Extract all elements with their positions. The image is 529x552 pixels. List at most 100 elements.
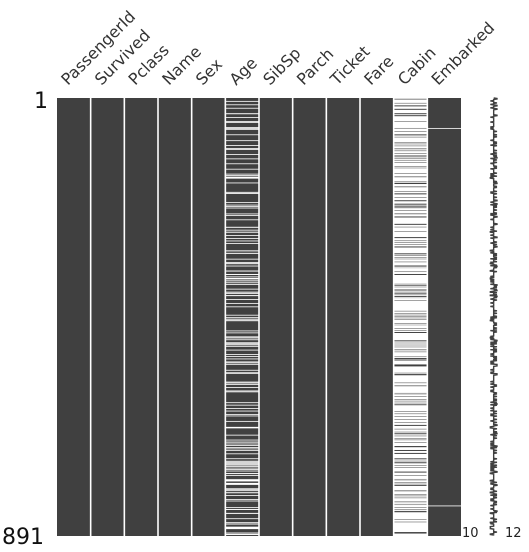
missing-band (225, 426, 259, 429)
matrix-column-fill (427, 98, 461, 536)
missing-band (225, 441, 259, 443)
missing-band (225, 381, 259, 383)
missing-band (393, 213, 428, 215)
missing-band (225, 464, 259, 466)
missing-band (225, 463, 259, 465)
missing-band (225, 140, 259, 142)
missing-band (225, 214, 259, 216)
missing-band (225, 488, 259, 490)
missing-band (225, 306, 259, 308)
missing-band (393, 482, 428, 484)
missing-band (225, 206, 259, 207)
missing-band (393, 291, 428, 293)
missing-band (393, 490, 428, 492)
missing-band (393, 265, 428, 267)
missing-band (225, 469, 259, 470)
missing-band (393, 479, 428, 481)
missing-band (225, 213, 259, 215)
missing-band (393, 341, 428, 343)
missing-band (225, 229, 259, 231)
missing-band (225, 482, 259, 485)
missing-band (393, 472, 428, 476)
matrix-column-fill (90, 98, 125, 536)
missing-band (393, 330, 428, 332)
matrix-column-fill (259, 98, 293, 536)
missing-band (225, 522, 259, 524)
matrix-column-parch (291, 98, 327, 536)
missing-band (393, 191, 428, 194)
row-label-top: 1 (34, 89, 48, 114)
missing-band (393, 238, 428, 241)
missing-band (393, 244, 428, 247)
missing-band (393, 511, 428, 513)
matrix-column-pclass (123, 98, 158, 536)
missing-band (393, 99, 428, 103)
missing-band (225, 489, 259, 491)
missing-band (393, 319, 428, 324)
missing-band (225, 449, 259, 451)
missing-band (225, 235, 259, 236)
missing-band (393, 396, 428, 400)
missing-band (225, 238, 259, 239)
missing-band (225, 231, 259, 233)
missing-band (225, 277, 259, 280)
matrix-column-fill (124, 98, 158, 536)
matrix-column-name (157, 98, 192, 536)
missing-band (393, 344, 428, 346)
missing-band (225, 518, 259, 520)
matrix-column-survived (89, 98, 125, 536)
missing-band (225, 342, 259, 344)
missing-band (393, 405, 428, 412)
missing-band (393, 502, 428, 503)
missing-band (225, 460, 259, 462)
missing-band (393, 447, 428, 448)
sparkline-min-label: 10 (462, 526, 479, 541)
missing-band (393, 313, 428, 315)
missing-band (393, 359, 428, 361)
missing-band (393, 533, 428, 536)
missing-band (393, 259, 428, 262)
missing-band (225, 404, 259, 406)
missing-band (427, 505, 461, 507)
missing-band (393, 287, 428, 290)
missing-band (225, 532, 259, 534)
missing-band (225, 281, 259, 283)
missing-band (225, 288, 259, 290)
missing-band (225, 219, 259, 221)
missing-band (225, 318, 259, 320)
missing-band (393, 450, 428, 453)
missing-band (225, 336, 259, 338)
missing-band (393, 394, 428, 397)
matrix-column-ticket (325, 98, 360, 536)
missing-band (393, 210, 428, 214)
missing-band (393, 272, 428, 274)
missing-band (393, 522, 428, 533)
missing-band (225, 283, 259, 285)
missing-band (225, 443, 259, 445)
missing-band (393, 295, 428, 297)
missing-band (393, 144, 428, 146)
missing-band (393, 416, 428, 420)
missing-band (393, 262, 428, 266)
missing-band (225, 202, 259, 204)
missing-band (225, 534, 259, 536)
missing-band (225, 293, 259, 294)
missing-band (393, 284, 428, 286)
missing-band (393, 217, 428, 224)
matrix-body (57, 98, 461, 536)
missing-band (225, 149, 259, 150)
missing-band (225, 173, 259, 175)
missing-band (225, 226, 259, 228)
missing-band (393, 177, 428, 182)
missing-band (393, 347, 428, 350)
missing-band (225, 168, 259, 170)
missing-band (393, 184, 428, 187)
missing-band (393, 242, 428, 245)
missing-band (393, 206, 428, 208)
missing-band (225, 280, 259, 282)
missing-band (393, 106, 428, 109)
missing-band (393, 197, 428, 201)
missing-band (225, 495, 259, 496)
